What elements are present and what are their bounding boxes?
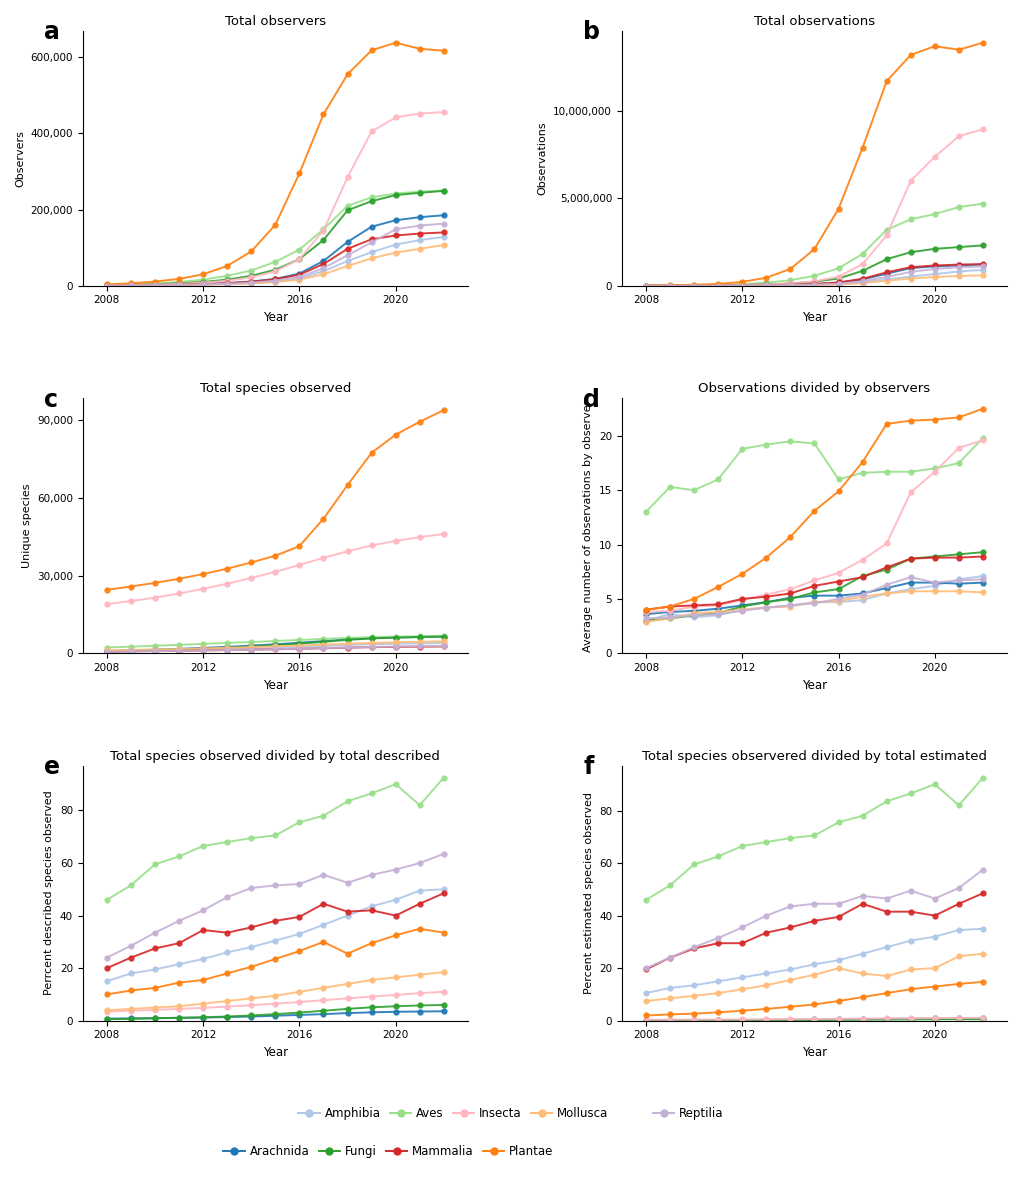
Text: b: b [584,20,600,44]
Y-axis label: Percent estimated species observed: Percent estimated species observed [584,792,594,994]
Legend: Amphibia, Aves, Insecta, Mollusca, , Reptilia: Amphibia, Aves, Insecta, Mollusca, , Rep… [293,1102,729,1124]
Title: Total species observered divided by total estimated: Total species observered divided by tota… [642,750,987,763]
Title: Total species observed divided by total described: Total species observed divided by total … [110,750,440,763]
X-axis label: Year: Year [802,311,827,324]
Y-axis label: Average number of observations by observer: Average number of observations by observ… [584,400,594,652]
Text: c: c [44,388,58,412]
Y-axis label: Observers: Observers [15,130,25,186]
Title: Total observers: Total observers [225,14,326,28]
Y-axis label: Perrcent described species observed: Perrcent described species observed [44,791,54,996]
Title: Total observations: Total observations [754,14,875,28]
Y-axis label: Unique species: Unique species [21,484,32,568]
X-axis label: Year: Year [802,678,827,691]
Title: Total species observed: Total species observed [199,383,351,396]
Text: a: a [44,20,60,44]
Text: d: d [584,388,600,412]
Legend: Arachnida, Fungi, Mammalia, Plantae: Arachnida, Fungi, Mammalia, Plantae [219,1140,558,1163]
X-axis label: Year: Year [263,678,288,691]
Y-axis label: Observations: Observations [538,121,548,194]
X-axis label: Year: Year [263,1046,288,1060]
Title: Observations divided by observers: Observations divided by observers [698,383,930,396]
X-axis label: Year: Year [802,1046,827,1060]
Text: e: e [44,755,60,779]
X-axis label: Year: Year [263,311,288,324]
Text: f: f [584,755,594,779]
